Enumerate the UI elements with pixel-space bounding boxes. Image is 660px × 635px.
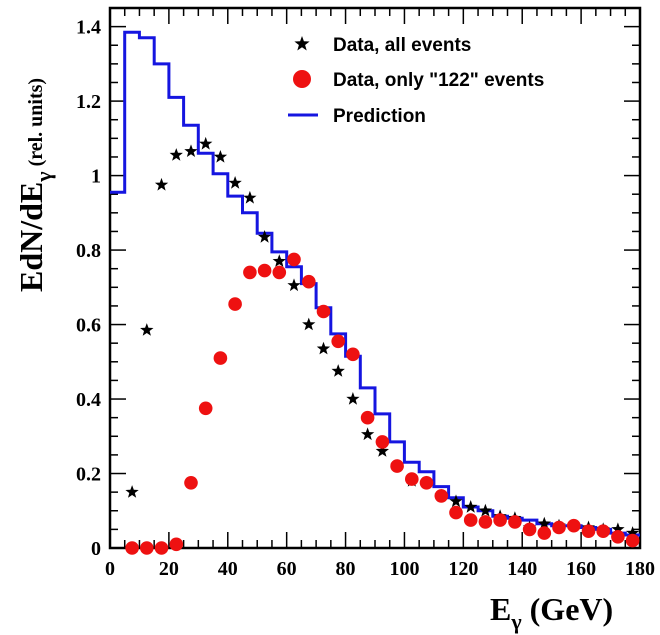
star-point — [449, 494, 463, 508]
star-point — [331, 364, 345, 377]
star-point — [228, 176, 242, 189]
y-axis-title-main: EdN/dE — [13, 182, 49, 292]
circle-point — [567, 518, 581, 533]
star-point — [169, 148, 183, 161]
circle-point — [243, 265, 257, 280]
star-point — [611, 522, 625, 535]
circle-point — [302, 274, 316, 289]
y-tick-label: 1.4 — [76, 17, 101, 39]
y-tick-label: 1.2 — [76, 91, 101, 113]
x-tick-label: 180 — [625, 558, 655, 580]
x-tick-labels: 0 20 40 60 80 100 120 140 160 180 — [105, 558, 655, 580]
x-tick-label: 40 — [218, 558, 238, 580]
circle-point — [169, 537, 184, 552]
y-tick-label: 0.6 — [76, 315, 101, 337]
legend-label-prediction: Prediction — [333, 106, 426, 127]
x-tick-label: 120 — [448, 558, 478, 580]
circle-point — [493, 513, 507, 527]
y-tick-label: 0.8 — [76, 240, 101, 262]
x-tick-label: 100 — [389, 558, 419, 580]
axis-ticks — [109, 7, 641, 549]
circle-point — [390, 459, 404, 473]
star-point — [243, 190, 257, 204]
legend-marker-star — [294, 36, 310, 51]
circle-point — [375, 435, 390, 449]
star-point — [125, 485, 139, 498]
circle-point — [360, 410, 375, 425]
y-tick-label: 0.2 — [76, 464, 101, 486]
star-point — [154, 177, 169, 191]
y-tick-label: 1 — [91, 166, 101, 188]
legend-label-all-events: Data, all events — [333, 35, 471, 56]
star-point — [213, 150, 228, 163]
circle-point — [449, 505, 463, 520]
circle-point — [140, 541, 154, 555]
y-axis-title-unit: (rel. units) — [25, 78, 47, 172]
circle-point — [405, 472, 419, 486]
x-tick-label: 20 — [159, 558, 179, 580]
x-tick-label: 80 — [336, 558, 356, 580]
x-axis-title-main: E — [490, 591, 511, 627]
legend-star-shape — [294, 36, 310, 51]
star-point — [361, 427, 375, 441]
circle-point — [125, 541, 139, 555]
circle-point — [272, 265, 287, 280]
x-axis-title-unit: (GeV) — [522, 591, 614, 627]
star-point — [199, 136, 213, 150]
y-axis-title: EdN/dEγ (rel. units) — [13, 78, 56, 292]
circle-point — [508, 515, 522, 529]
star-point — [478, 503, 493, 517]
circle-point — [434, 489, 449, 503]
only-122-events-series — [125, 252, 640, 555]
y-tick-label: 0 — [91, 538, 101, 560]
circle-point — [419, 476, 434, 490]
y-tick-labels: 0 0.2 0.4 0.6 0.8 1 1.2 1.4 — [76, 17, 101, 560]
circle-point — [331, 334, 346, 349]
star-point — [140, 323, 154, 336]
circle-point — [596, 524, 610, 538]
circle-point — [213, 351, 228, 365]
x-tick-label: 0 — [105, 558, 115, 580]
circle-point — [625, 533, 640, 548]
circle-point — [346, 347, 360, 362]
circle-point — [198, 401, 213, 416]
star-point — [375, 444, 389, 457]
all-events-series — [125, 136, 640, 539]
x-tick-label: 60 — [277, 558, 297, 580]
x-axis-title: Eγ (GeV) — [490, 591, 613, 634]
circle-point — [228, 297, 242, 311]
star-point — [272, 254, 286, 267]
star-point — [464, 500, 478, 513]
circle-point — [154, 541, 169, 555]
circle-point — [316, 304, 331, 319]
circle-point — [581, 524, 596, 538]
circle-point — [257, 263, 272, 278]
x-axis-title-sub: γ — [510, 609, 521, 634]
circle-point — [537, 526, 552, 540]
circle-point — [522, 522, 537, 537]
circle-point — [287, 252, 301, 267]
y-tick-label: 0.4 — [76, 389, 101, 411]
x-tick-label: 160 — [566, 558, 596, 580]
legend: Data, all events Data, only "122" events… — [288, 35, 544, 127]
legend-marker-circle — [293, 70, 311, 88]
circle-point — [611, 530, 625, 544]
circle-point — [552, 520, 566, 535]
circle-point — [463, 513, 478, 527]
star-point — [302, 317, 316, 331]
star-point — [626, 526, 640, 539]
star-point — [257, 230, 272, 243]
star-point — [346, 392, 360, 405]
circle-point — [184, 476, 198, 490]
star-point — [287, 278, 301, 292]
y-axis-title-sub: γ — [31, 171, 56, 182]
star-point — [184, 144, 198, 157]
star-point — [537, 516, 551, 530]
x-tick-label: 140 — [507, 558, 537, 580]
circle-point — [478, 515, 493, 529]
legend-label-122-events: Data, only "122" events — [333, 70, 544, 91]
star-point — [316, 341, 331, 355]
